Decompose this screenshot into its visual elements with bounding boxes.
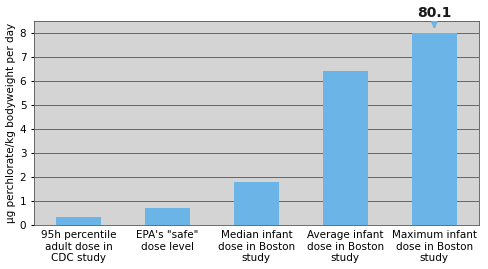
Bar xyxy=(145,208,189,225)
Bar xyxy=(56,218,101,225)
Text: 80.1: 80.1 xyxy=(416,6,450,27)
Bar xyxy=(323,71,367,225)
Y-axis label: µg perchlorate/kg bodyweight per day: µg perchlorate/kg bodyweight per day xyxy=(5,23,16,223)
Bar xyxy=(234,182,278,225)
Bar xyxy=(411,33,456,225)
